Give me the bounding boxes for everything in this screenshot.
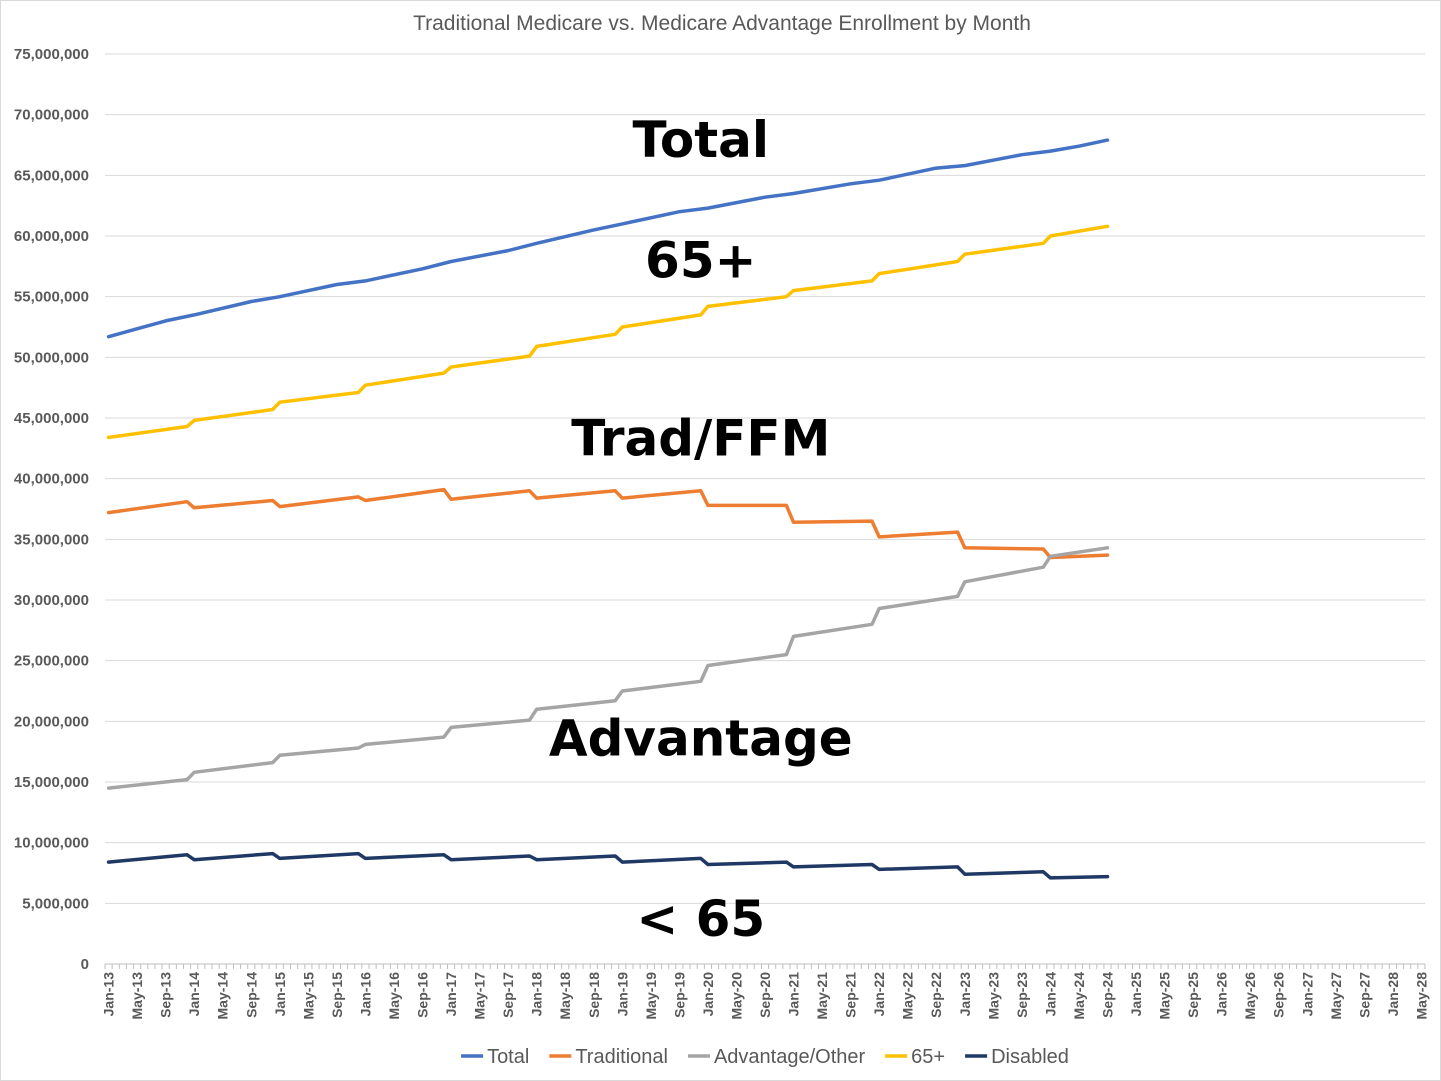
y-tick-label: 30,000,000 <box>14 592 89 609</box>
y-tick-label: 50,000,000 <box>14 349 89 366</box>
y-tick-label: 25,000,000 <box>14 653 89 670</box>
y-tick-label: 45,000,000 <box>14 410 89 427</box>
x-tick-label: May-17 <box>472 972 488 1020</box>
legend-item: 65+ <box>885 1046 945 1068</box>
x-tick-label: May-15 <box>300 972 316 1020</box>
annotations: Total 65+ Trad/FFM Advantage < 65 <box>549 111 853 948</box>
x-tick-label: Jan-13 <box>101 972 117 1017</box>
x-tick-label: Sep-21 <box>843 972 859 1018</box>
series-line-65- <box>106 224 1110 440</box>
series-line-advantage-other <box>106 546 1110 790</box>
legend-label: Advantage/Other <box>714 1046 866 1068</box>
y-tick-label: 10,000,000 <box>14 835 89 852</box>
legend-label: Traditional <box>575 1046 668 1068</box>
x-tick-label: Sep-14 <box>243 972 259 1018</box>
x-tick-label: Sep-20 <box>757 972 773 1018</box>
x-tick-label: May-24 <box>1071 972 1087 1020</box>
y-tick-label: 65,000,000 <box>14 167 89 184</box>
gridlines <box>105 53 1425 904</box>
x-tick-label: Jan-24 <box>1042 972 1058 1017</box>
x-tick-label: Sep-24 <box>1099 972 1115 1018</box>
y-tick-label: 60,000,000 <box>14 228 89 245</box>
legend-item: Traditional <box>549 1046 668 1068</box>
x-tick-label: May-27 <box>1328 972 1344 1020</box>
x-tick-label: May-20 <box>728 972 744 1020</box>
series-line-total <box>106 138 1110 339</box>
x-tick-label: May-13 <box>129 972 145 1020</box>
x-tick-label: Sep-23 <box>1014 972 1030 1018</box>
x-tick-label: Jan-28 <box>1385 972 1401 1017</box>
x-tick-label: Jan-15 <box>272 972 288 1017</box>
x-tick-label: Jan-21 <box>786 972 802 1017</box>
y-tick-label: 0 <box>81 956 89 973</box>
legend-item: Advantage/Other <box>687 1046 866 1068</box>
x-tick-label: May-19 <box>643 972 659 1020</box>
annotation-label: < 65 <box>636 890 765 948</box>
y-tick-label: 40,000,000 <box>14 471 89 488</box>
chart-title: Traditional Medicare vs. Medicare Advant… <box>413 12 1031 35</box>
x-tick-label: Sep-19 <box>671 972 687 1018</box>
x-tick-label: Sep-25 <box>1185 972 1201 1018</box>
y-tick-label: 35,000,000 <box>14 531 89 548</box>
y-tick-label: 55,000,000 <box>14 289 89 306</box>
legend-item: Total <box>461 1046 529 1068</box>
x-tick-label: Sep-22 <box>928 972 944 1018</box>
x-tick-label: May-22 <box>900 972 916 1020</box>
x-tick-label: Jan-14 <box>186 972 202 1017</box>
x-tick-label: May-26 <box>1242 972 1258 1020</box>
x-tick-label: May-25 <box>1157 972 1173 1020</box>
series-lines <box>106 138 1110 880</box>
series-line-traditional <box>106 487 1110 560</box>
y-axis-tick-labels: 0 5,000,000 10,000,000 15,000,000 20,000,000… <box>14 46 89 973</box>
x-tick-label: Jan-22 <box>871 972 887 1017</box>
x-axis <box>104 963 1426 969</box>
x-tick-label: Sep-13 <box>158 972 174 1018</box>
x-tick-label: May-21 <box>814 972 830 1020</box>
legend: Total Traditional Advantage/Other 65+ Disabl… <box>461 1046 1069 1068</box>
x-axis-tick-labels: Jan-13 May-13 Sep-13 Jan-14 May-14 Sep-14 Jan-… <box>101 972 1430 1020</box>
y-tick-label: 70,000,000 <box>14 107 89 124</box>
y-tick-label: 75,000,000 <box>14 46 89 63</box>
annotation-label: Total <box>632 111 769 169</box>
annotation-label: Advantage <box>549 709 853 767</box>
annotation-label: 65+ <box>645 231 756 289</box>
x-tick-label: Sep-15 <box>329 972 345 1018</box>
x-tick-label: Jan-20 <box>700 972 716 1017</box>
legend-label: Disabled <box>991 1046 1069 1068</box>
x-tick-label: Sep-26 <box>1271 972 1287 1018</box>
legend-label: 65+ <box>911 1046 945 1068</box>
x-tick-label: Jan-27 <box>1299 972 1315 1017</box>
x-tick-label: Sep-16 <box>415 972 431 1018</box>
x-tick-label: May-14 <box>215 972 231 1020</box>
x-tick-label: Jan-16 <box>357 972 373 1017</box>
y-tick-label: 15,000,000 <box>14 774 89 791</box>
x-tick-label: Jan-19 <box>614 972 630 1017</box>
legend-item: Disabled <box>965 1046 1069 1068</box>
x-tick-label: May-16 <box>386 972 402 1020</box>
x-tick-label: Jan-25 <box>1128 972 1144 1017</box>
x-tick-label: Jan-17 <box>443 972 459 1017</box>
x-tick-label: May-28 <box>1413 972 1429 1020</box>
x-tick-label: Sep-18 <box>586 972 602 1018</box>
x-tick-label: Jan-18 <box>529 972 545 1017</box>
x-tick-label: May-18 <box>557 972 573 1020</box>
x-tick-label: Jan-23 <box>957 972 973 1017</box>
x-tick-label: May-23 <box>985 972 1001 1020</box>
series-line-disabled <box>106 851 1110 880</box>
legend-label: Total <box>487 1046 529 1068</box>
y-tick-label: 20,000,000 <box>14 713 89 730</box>
annotation-label: Trad/FFM <box>571 410 830 468</box>
x-tick-label: Sep-27 <box>1356 972 1372 1018</box>
y-tick-label: 5,000,000 <box>22 895 89 912</box>
x-tick-label: Jan-26 <box>1214 972 1230 1017</box>
x-tick-label: Sep-17 <box>500 972 516 1018</box>
